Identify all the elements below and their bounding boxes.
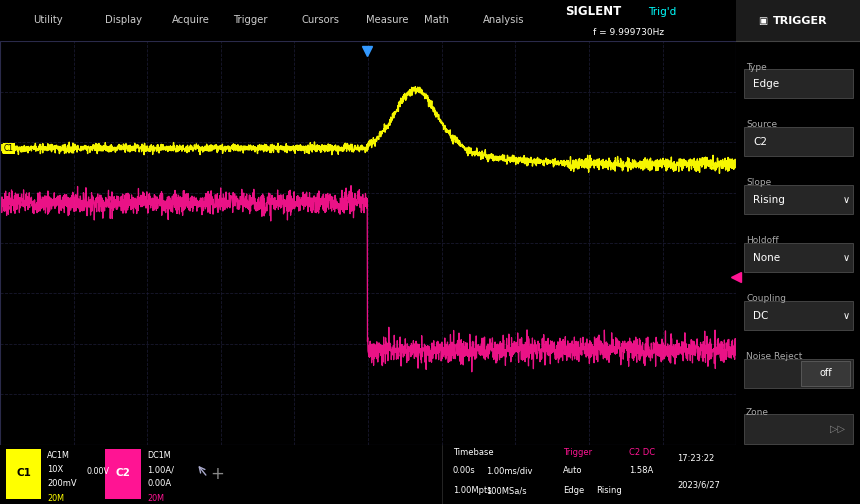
Text: C2 DC: C2 DC <box>630 448 655 457</box>
Text: 10X: 10X <box>47 465 64 474</box>
Text: Cursors: Cursors <box>301 15 339 25</box>
Text: C1: C1 <box>16 468 31 478</box>
Text: 20M: 20M <box>47 493 64 502</box>
Text: ∨: ∨ <box>843 310 850 321</box>
Text: Utility: Utility <box>34 15 63 25</box>
Text: C1: C1 <box>3 144 14 153</box>
Text: 200mV: 200mV <box>47 479 77 488</box>
Text: SIGLENT: SIGLENT <box>565 5 622 18</box>
Text: Trigger: Trigger <box>233 15 267 25</box>
Text: 1.00ms/div: 1.00ms/div <box>486 466 532 475</box>
Bar <box>744 243 852 272</box>
Text: Holdoff: Holdoff <box>746 236 778 245</box>
Text: TRIGGER: TRIGGER <box>773 16 828 26</box>
Text: C2: C2 <box>753 137 767 147</box>
Bar <box>744 127 852 156</box>
Text: AC1M: AC1M <box>47 451 70 460</box>
Text: C2: C2 <box>115 468 131 478</box>
Text: Edge: Edge <box>753 79 780 89</box>
Text: Source: Source <box>746 120 777 130</box>
Text: f = 9.999730Hz: f = 9.999730Hz <box>593 28 664 37</box>
Text: DC1M: DC1M <box>147 451 171 460</box>
Text: 1.58A: 1.58A <box>630 466 654 475</box>
Text: Trigger: Trigger <box>563 448 593 457</box>
Text: Type: Type <box>746 62 767 72</box>
Text: Coupling: Coupling <box>746 294 786 303</box>
Text: Math: Math <box>424 15 449 25</box>
Text: Auto: Auto <box>563 466 583 475</box>
Text: 20M: 20M <box>147 493 164 502</box>
Bar <box>736 0 860 41</box>
Text: Analysis: Analysis <box>483 15 525 25</box>
Text: ∨: ∨ <box>843 195 850 205</box>
Text: 0.00A: 0.00A <box>147 479 171 488</box>
Bar <box>744 69 852 98</box>
Text: 2023/6/27: 2023/6/27 <box>678 480 720 489</box>
Text: Rising: Rising <box>596 486 622 495</box>
Bar <box>744 301 852 330</box>
Bar <box>105 449 140 499</box>
Text: 1.00A/: 1.00A/ <box>147 465 175 474</box>
Text: 17:23:22: 17:23:22 <box>678 454 715 463</box>
Bar <box>744 185 852 214</box>
Text: +: + <box>210 465 224 483</box>
Bar <box>744 359 852 388</box>
Text: 0.00s: 0.00s <box>452 466 476 475</box>
Text: ∨: ∨ <box>843 253 850 263</box>
Bar <box>744 414 852 444</box>
Text: Slope: Slope <box>746 178 771 187</box>
Text: Rising: Rising <box>753 195 785 205</box>
Bar <box>801 361 850 386</box>
Text: Trig'd: Trig'd <box>648 7 676 17</box>
Text: ▣: ▣ <box>759 16 768 26</box>
Text: Edge: Edge <box>563 486 585 495</box>
Text: Timebase: Timebase <box>452 448 494 457</box>
Text: 1.00Mpts: 1.00Mpts <box>452 486 491 495</box>
Text: Noise Reject: Noise Reject <box>746 352 802 361</box>
Text: None: None <box>753 253 781 263</box>
Text: Zone: Zone <box>746 408 769 417</box>
Bar <box>6 449 41 499</box>
Text: 0.00V: 0.00V <box>87 467 110 476</box>
Text: ▷▷: ▷▷ <box>830 424 845 434</box>
Text: DC: DC <box>753 310 769 321</box>
Text: off: off <box>819 368 832 379</box>
Text: 100MSa/s: 100MSa/s <box>486 486 526 495</box>
Text: Acquire: Acquire <box>171 15 209 25</box>
Text: Display: Display <box>105 15 142 25</box>
Text: Measure: Measure <box>366 15 408 25</box>
